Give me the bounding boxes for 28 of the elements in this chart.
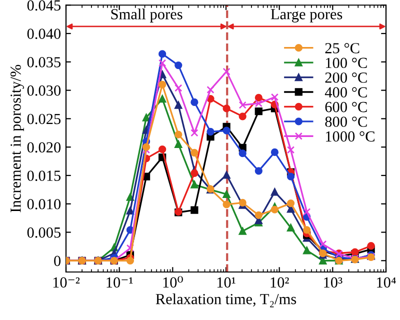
- y-tick-label: 0.030: [27, 85, 61, 96]
- y-tick-label: 0.040: [27, 28, 61, 40]
- y-tick-label: 0.025: [27, 114, 61, 124]
- x-tick-label: 10⁰: [163, 276, 183, 288]
- y-tick-label: 0.035: [27, 57, 61, 68]
- x-tick-label: 10¹: [217, 277, 236, 288]
- y-tick-label: 0.015: [27, 170, 61, 181]
- x-tick-label: 10²: [270, 277, 289, 288]
- legend-label: 600 °C: [325, 102, 367, 112]
- legend-label: 800 °C: [325, 116, 367, 127]
- x-tick-label: 10⁻²: [53, 277, 80, 288]
- x-tick-label: 10³: [324, 277, 342, 288]
- y-tick-label: 0: [54, 256, 61, 266]
- x-tick-label: 10⁴: [377, 277, 396, 288]
- legend-label: 1000 °C: [326, 131, 374, 142]
- legend-label: 200 °C: [325, 72, 367, 83]
- legend-label: 400 °C: [324, 87, 367, 98]
- y-tick-label: 0.045: [27, 0, 61, 11]
- legend-label: 25 °C: [325, 43, 360, 54]
- y-tick-label: 0.010: [27, 199, 61, 210]
- y-tick-label: 0.020: [27, 142, 61, 153]
- annotation: Small pores: [111, 8, 182, 22]
- legend-label: 100 °C: [326, 58, 367, 68]
- x-tick-label: 10⁻¹: [106, 277, 133, 288]
- y-axis-title: Increment in porosity/%: [10, 64, 24, 212]
- y-tick-label: 0.005: [27, 227, 61, 238]
- annotation: Large pores: [270, 9, 342, 22]
- x-axis-title: Relaxation time, T₂/ms: [156, 293, 296, 308]
